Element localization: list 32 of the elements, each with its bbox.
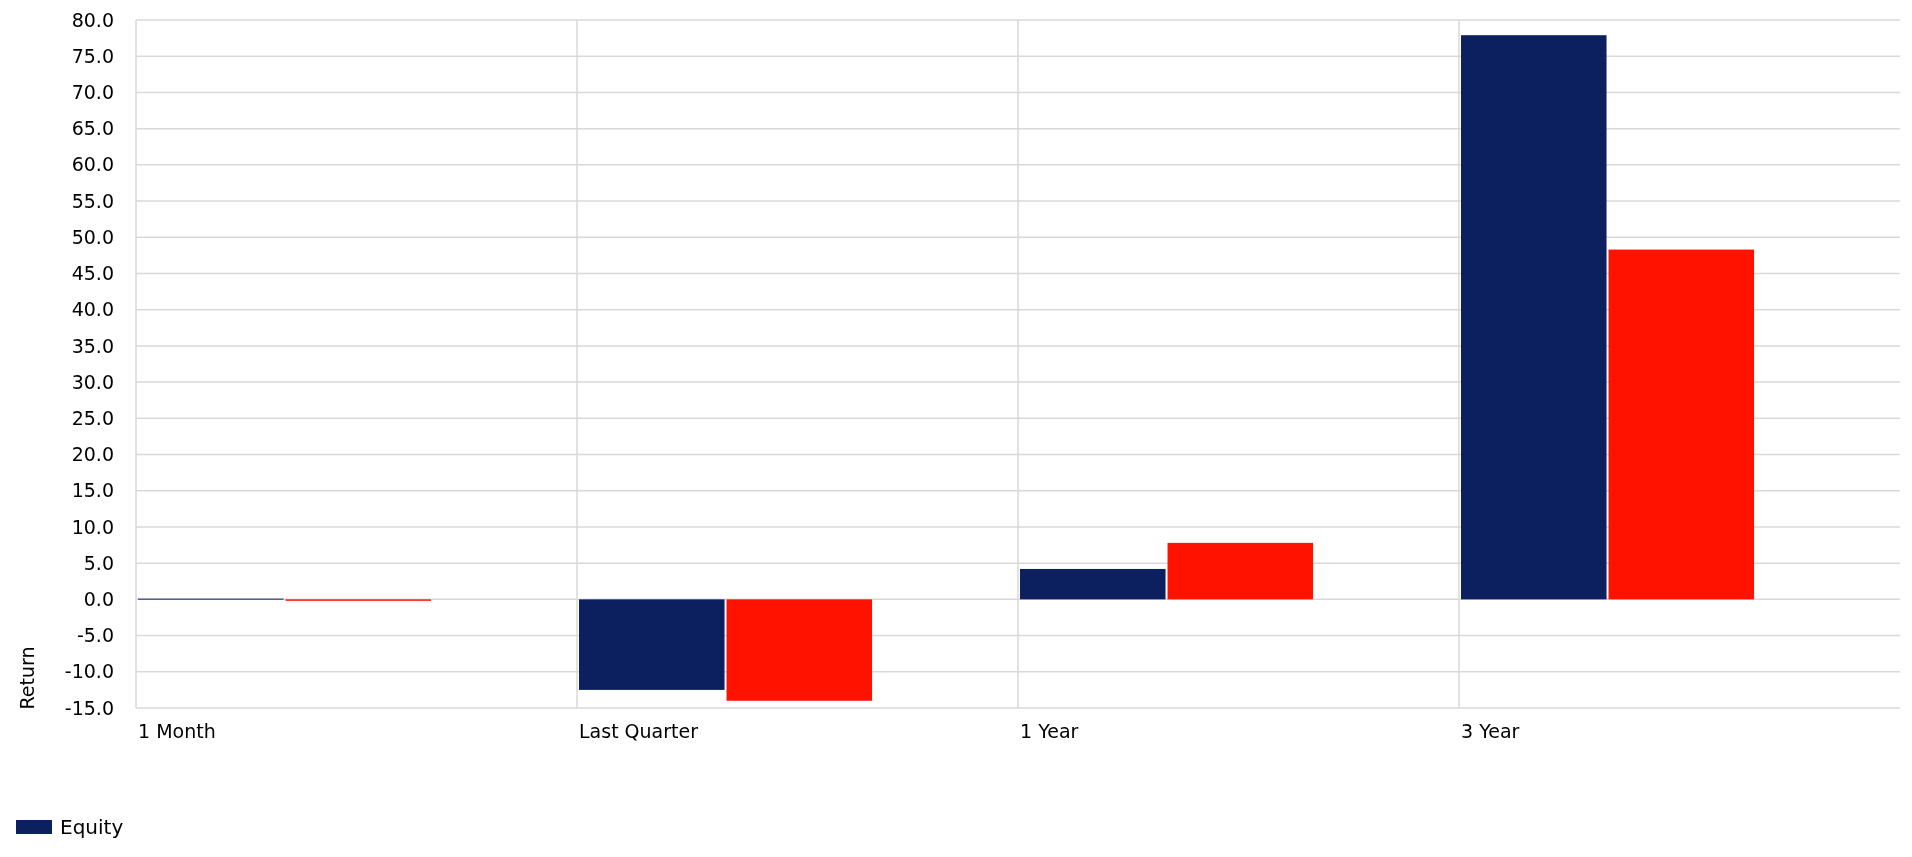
bar xyxy=(1020,568,1166,600)
y-tick-label: 15.0 xyxy=(71,479,114,502)
y-tick-label: 45.0 xyxy=(71,262,114,285)
bar xyxy=(579,599,725,690)
y-tick-label: 0.0 xyxy=(83,588,114,611)
y-tick-label: 25.0 xyxy=(71,406,114,429)
bar xyxy=(726,599,873,701)
y-axis-title: Return xyxy=(16,646,38,710)
x-tick-label: Last Quarter xyxy=(579,720,699,742)
y-tick-label: -5.0 xyxy=(76,624,114,647)
y-tick-label: -10.0 xyxy=(64,660,114,683)
x-tick-label: 1 Month xyxy=(138,720,216,742)
legend-label: Equity xyxy=(60,815,124,839)
y-tick-label: 80.0 xyxy=(71,8,114,31)
y-tick-label: 30.0 xyxy=(71,370,114,393)
y-tick-label: 10.0 xyxy=(71,515,114,538)
y-tick-label: 65.0 xyxy=(71,117,114,140)
y-tick-label: 70.0 xyxy=(71,81,114,104)
bar xyxy=(1167,542,1314,600)
y-tick-label: 60.0 xyxy=(71,153,114,176)
y-tick-label: -15.0 xyxy=(64,696,114,719)
y-tick-label: 40.0 xyxy=(71,298,114,321)
y-tick-label: 20.0 xyxy=(71,443,114,466)
bar xyxy=(1461,35,1607,600)
y-tick-label: 50.0 xyxy=(71,225,114,248)
y-tick-label: 35.0 xyxy=(71,334,114,357)
y-tick-label: 55.0 xyxy=(71,189,114,212)
x-tick-label: 1 Year xyxy=(1020,720,1079,742)
x-tick-label: 3 Year xyxy=(1461,720,1520,742)
y-tick-label: 75.0 xyxy=(71,44,114,67)
y-tick-label: 5.0 xyxy=(83,551,114,574)
bar xyxy=(1608,249,1755,600)
